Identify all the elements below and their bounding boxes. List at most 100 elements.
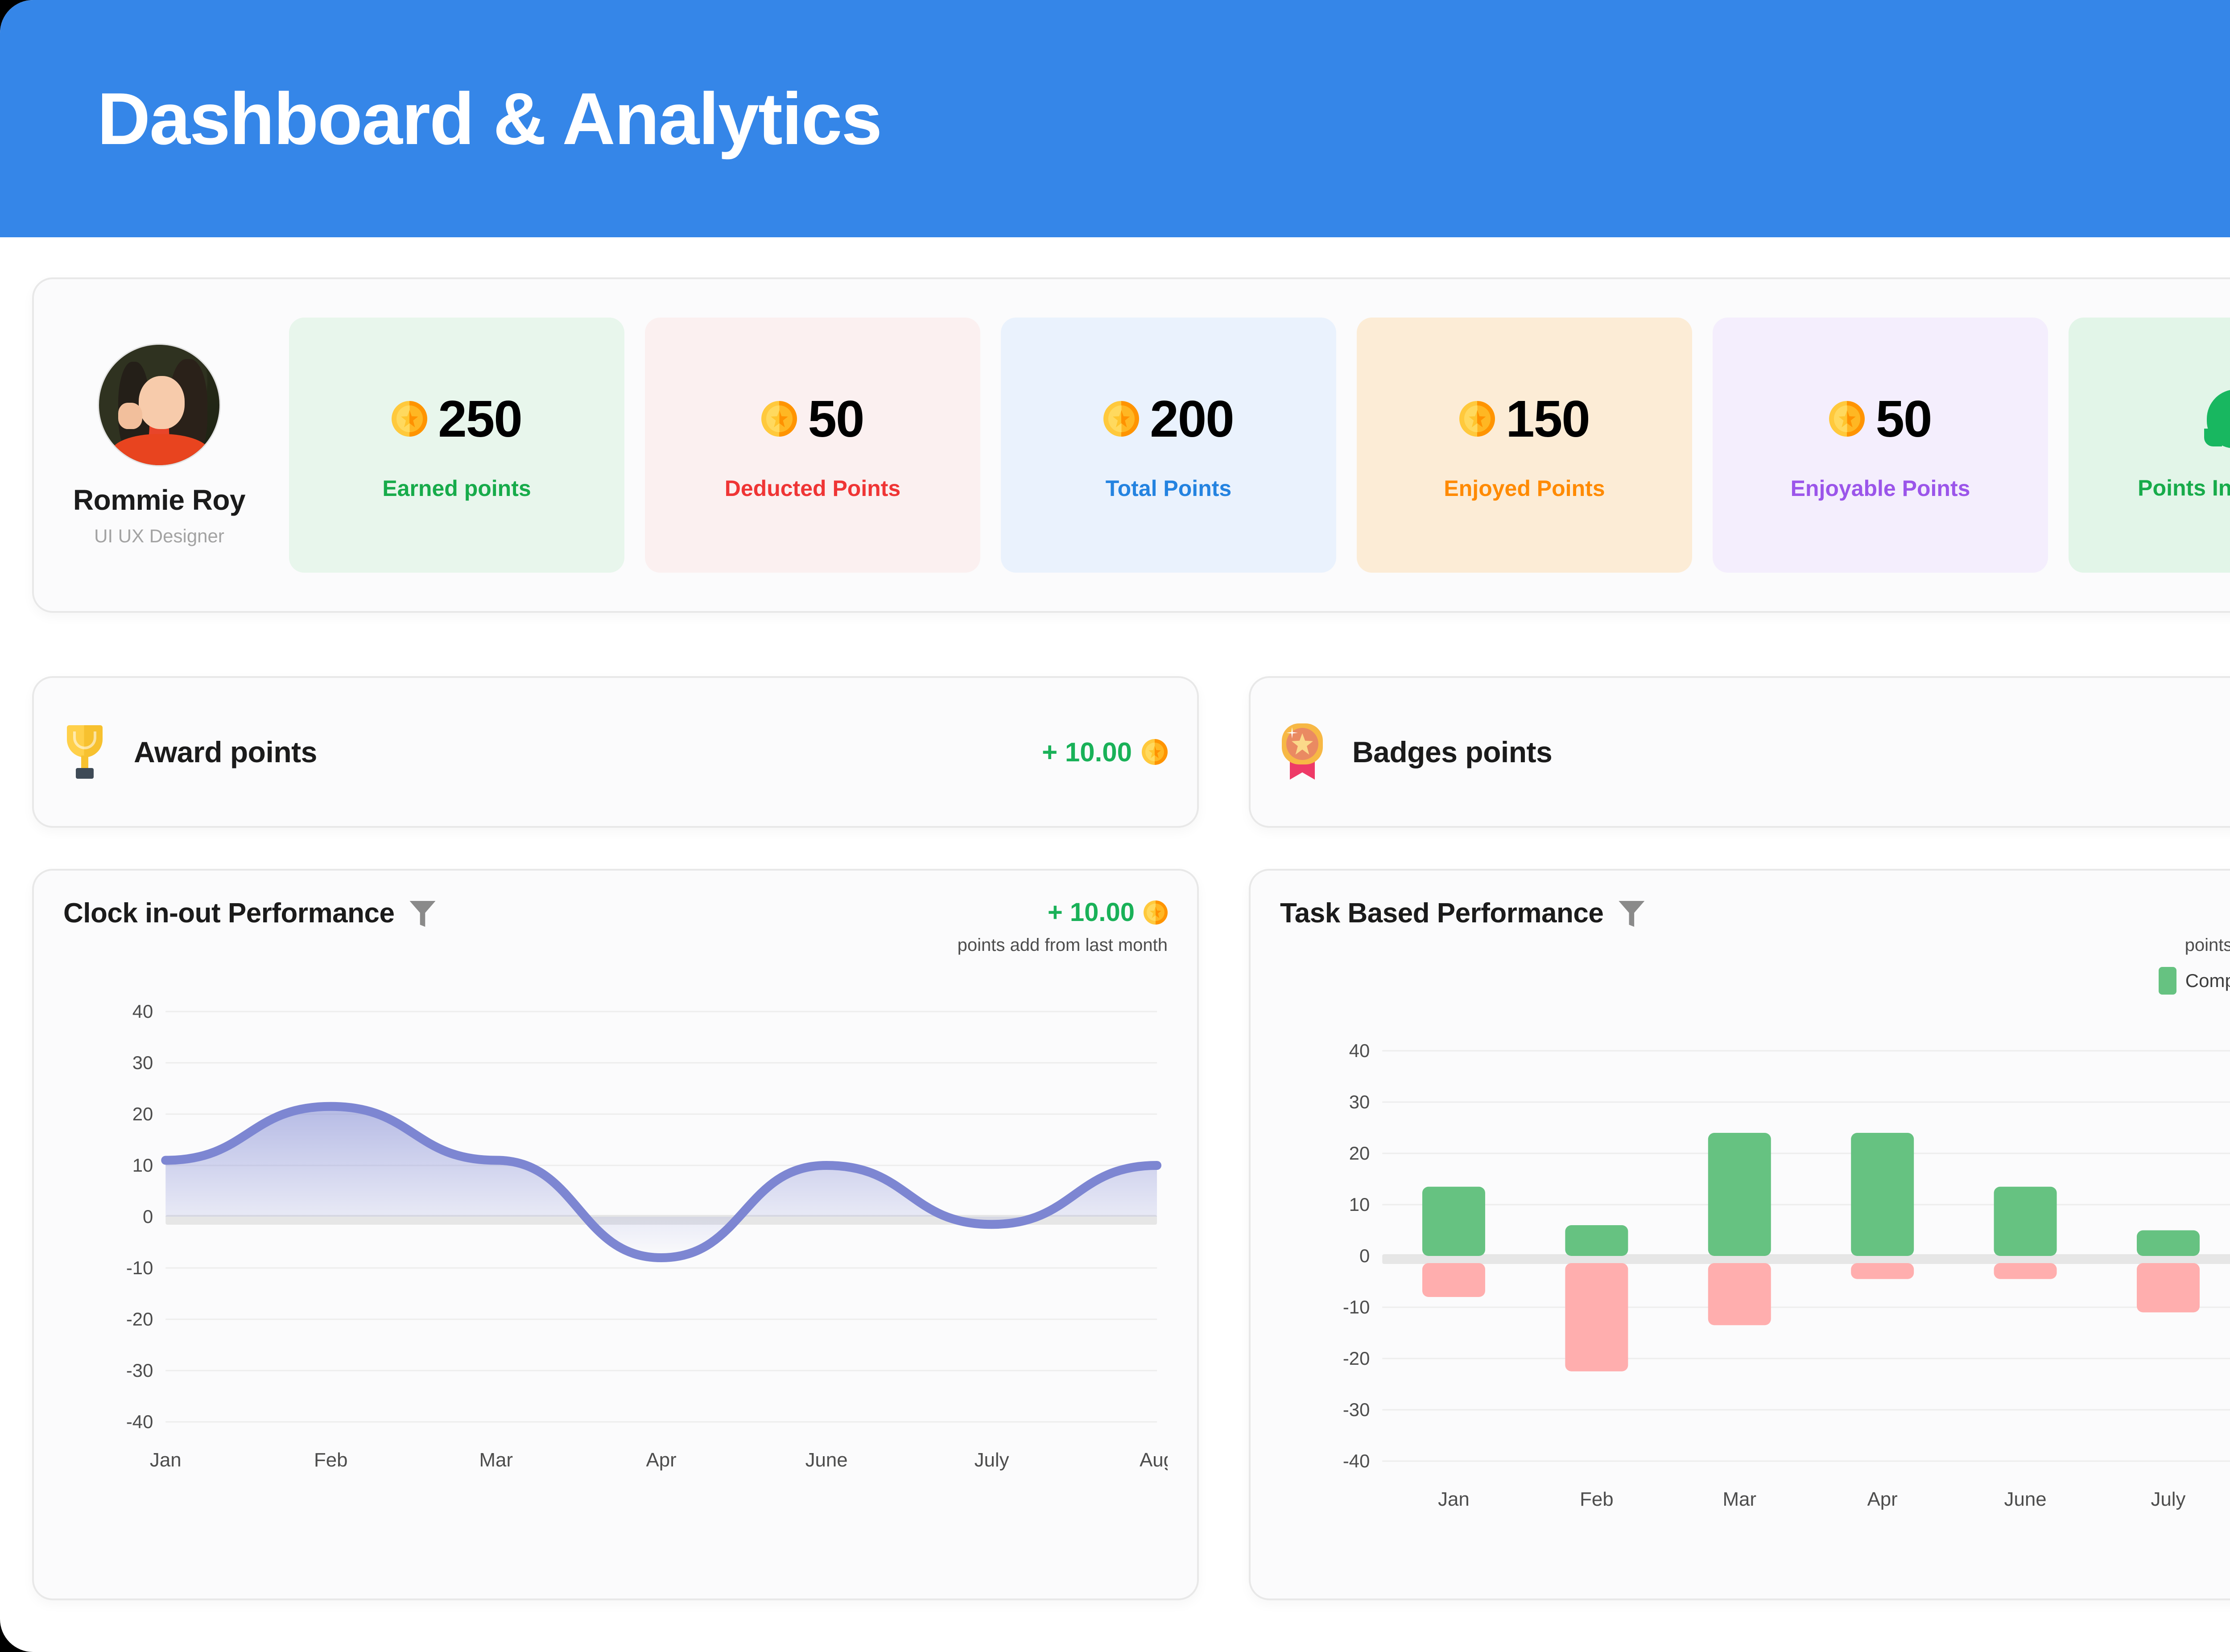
stat-label: Earned points — [382, 476, 531, 501]
svg-text:40: 40 — [1349, 1040, 1370, 1061]
svg-text:-10: -10 — [126, 1257, 153, 1278]
stat-top: 50 — [1829, 389, 1933, 449]
points-summary-panel: Rommie Roy UI UX Designer 250 Earned poi… — [32, 277, 2230, 613]
stat-top: 50 — [761, 389, 865, 449]
stat-top: 150 — [1459, 389, 1590, 449]
chart-title: Clock in-out Performance — [63, 898, 395, 929]
svg-text:40: 40 — [132, 1001, 153, 1022]
stat-top: 250 — [392, 389, 523, 449]
chart-header-right: + 10.00 points add from last month — [958, 897, 1168, 955]
chart-subtitle: points add from last month — [957, 935, 1168, 955]
stat-card-deducted-points[interactable]: 50 Deducted Points — [645, 318, 980, 573]
stat-card-enjoyed-points[interactable]: 150 Enjoyed Points — [1357, 318, 1692, 573]
svg-text:-30: -30 — [126, 1360, 153, 1381]
award-points-card[interactable]: Award points + 10.00 — [32, 676, 1199, 828]
award-points-amount-group: + 10.00 — [1042, 737, 1168, 768]
svg-text:-10: -10 — [1343, 1297, 1370, 1317]
stat-label: Points Information — [2138, 475, 2230, 500]
bar-chart-plot: 40 30 20 10 0 -10 -20 -30 -40 Jan Feb Mar Apr June Ju… — [1280, 1033, 2230, 1532]
page-header: Dashboard & Analytics — [0, 0, 2230, 237]
chart-amount: + 10.00 — [1047, 898, 1135, 927]
chart-header: Clock in-out Performance + 10.00 points … — [63, 897, 1168, 955]
stat-value: 250 — [438, 390, 523, 448]
svg-text:Feb: Feb — [1580, 1488, 1614, 1510]
coin-icon — [1459, 401, 1495, 437]
award-points-title: Award points — [134, 735, 317, 768]
stat-top — [2204, 389, 2230, 448]
svg-text:Apr: Apr — [1867, 1488, 1898, 1510]
svg-text:June: June — [805, 1449, 848, 1471]
chart-title: Task Based Performance — [1280, 898, 1604, 929]
stat-card-total-points[interactable]: 200 Total Points — [1001, 318, 1336, 573]
svg-text:Aug: Aug — [1140, 1449, 1168, 1471]
svg-text:Mar: Mar — [1723, 1488, 1757, 1510]
chart-amount-row: + 10.00 — [958, 897, 1168, 927]
stat-top: 200 — [1103, 389, 1235, 449]
chart-header-right: + 10.00 points add from last month Compl… — [2158, 897, 2230, 995]
svg-text:10: 10 — [1349, 1194, 1370, 1215]
svg-text:20: 20 — [1349, 1143, 1370, 1164]
coin-icon — [392, 401, 428, 437]
svg-text:July: July — [2151, 1488, 2186, 1510]
coin-icon — [1144, 900, 1168, 925]
award-points-amount: + 10.00 — [1042, 737, 1132, 767]
svg-text:-30: -30 — [1343, 1399, 1370, 1420]
badges-points-title: Badges points — [1352, 735, 1553, 768]
legend-swatch-icon — [2158, 967, 2176, 995]
stat-card-points-information[interactable]: Points Information — [2069, 318, 2230, 573]
svg-text:20: 20 — [132, 1103, 153, 1124]
filter-funnel-icon[interactable] — [1619, 901, 1645, 927]
legend-label: Completed — [2185, 970, 2230, 991]
svg-text:-20: -20 — [126, 1309, 153, 1330]
svg-text:0: 0 — [143, 1206, 153, 1227]
svg-text:June: June — [2004, 1488, 2047, 1510]
chart-subtitle: points add from last month — [2185, 935, 2230, 955]
svg-text:Jan: Jan — [1438, 1488, 1470, 1510]
coin-icon — [1142, 739, 1168, 765]
badges-points-card[interactable]: Badges points + 10.00 — [1249, 676, 2230, 828]
svg-text:10: 10 — [132, 1155, 153, 1176]
stat-value: 200 — [1150, 390, 1235, 448]
svg-text:July: July — [975, 1449, 1009, 1471]
task-based-performance-card: Task Based Performance + 10.00 points ad… — [1249, 869, 2230, 1600]
chart-amount-row: + 10.00 — [2159, 897, 2230, 927]
user-profile[interactable]: Rommie Roy UI UX Designer — [54, 343, 264, 547]
stat-value: 50 — [808, 390, 864, 448]
coin-icon — [761, 401, 797, 437]
avatar — [98, 343, 221, 467]
stat-value: 50 — [1875, 390, 1932, 448]
stat-value: 150 — [1506, 390, 1590, 448]
stat-label: Deducted Points — [724, 476, 901, 501]
svg-text:30: 30 — [1349, 1091, 1370, 1112]
clock-in-out-performance-card: Clock in-out Performance + 10.00 points … — [32, 869, 1199, 1600]
chart-header: Task Based Performance + 10.00 points ad… — [1280, 897, 2230, 995]
info-bubble-icon[interactable] — [2204, 389, 2230, 448]
stat-label: Total Points — [1105, 476, 1232, 501]
coin-icon — [1829, 401, 1865, 437]
svg-text:Apr: Apr — [646, 1449, 677, 1471]
medal-icon — [1280, 723, 1325, 781]
page-title: Dashboard & Analytics — [97, 77, 882, 160]
svg-text:-40: -40 — [126, 1411, 153, 1432]
filter-funnel-icon[interactable] — [409, 901, 436, 927]
svg-text:30: 30 — [132, 1052, 153, 1073]
line-chart-plot: 40 30 20 10 0 -10 -20 -30 -40 Jan Feb Mar Apr June Ju… — [63, 994, 1168, 1493]
svg-text:Feb: Feb — [314, 1449, 348, 1471]
svg-text:-40: -40 — [1343, 1450, 1370, 1471]
chart-legend: Completed Overdue — [2158, 967, 2230, 995]
bar-chart-svg: 40 30 20 10 0 -10 -20 -30 -40 Jan Feb Mar Apr June Ju… — [1343, 1040, 2230, 1510]
stat-card-list: 250 Earned points 50 Deducted Points — [289, 318, 2230, 573]
stat-label: Enjoyable Points — [1790, 476, 1970, 501]
stat-card-earned-points[interactable]: 250 Earned points — [289, 318, 624, 573]
legend-item-completed[interactable]: Completed — [2158, 967, 2230, 995]
svg-text:Jan: Jan — [150, 1449, 182, 1471]
coin-icon — [1103, 401, 1140, 437]
profile-name: Rommie Roy — [73, 484, 246, 516]
svg-text:-20: -20 — [1343, 1348, 1370, 1369]
trophy-icon — [63, 725, 106, 779]
svg-text:0: 0 — [1359, 1245, 1370, 1266]
stat-card-enjoyable-points[interactable]: 50 Enjoyable Points — [1713, 318, 2048, 573]
svg-text:Mar: Mar — [479, 1449, 513, 1471]
profile-role: UI UX Designer — [94, 525, 224, 546]
